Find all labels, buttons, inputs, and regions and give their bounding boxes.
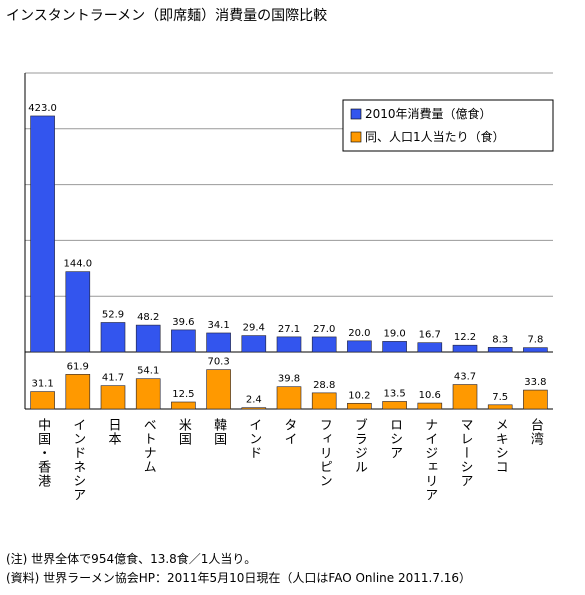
value-label: 27.0	[313, 324, 335, 335]
x-tick-label: 中国・香港	[35, 418, 51, 488]
bar	[452, 384, 478, 410]
value-label: 28.8	[313, 380, 335, 391]
bar	[417, 342, 443, 353]
value-label: 27.1	[278, 324, 300, 335]
value-label: 144.0	[63, 259, 92, 270]
value-label: 19.0	[383, 328, 405, 339]
x-tick-label: フィリピン	[317, 418, 332, 488]
value-label: 10.6	[419, 390, 441, 401]
bar	[523, 389, 548, 410]
x-tick-label: 日本	[106, 418, 122, 446]
x-tick-label: インド	[246, 418, 261, 460]
bar	[417, 402, 443, 410]
value-label: 7.8	[527, 335, 543, 346]
value-label: 8.3	[492, 334, 508, 345]
x-tick-label: ブラジル	[352, 417, 367, 474]
value-label: 20.0	[348, 328, 370, 339]
x-tick-label: 韓国	[211, 418, 227, 446]
value-label: 16.7	[419, 330, 441, 341]
bar	[276, 386, 302, 410]
bar	[276, 336, 302, 353]
value-label: 48.2	[137, 312, 159, 323]
bar	[206, 369, 231, 410]
bar	[487, 404, 513, 410]
value-label: 52.9	[102, 309, 124, 320]
bar	[135, 324, 161, 353]
bar	[171, 329, 196, 353]
bar	[347, 340, 372, 353]
value-label: 43.7	[454, 372, 476, 383]
value-label: 70.3	[207, 357, 229, 368]
x-tick-label: マレーシア	[458, 418, 473, 488]
value-label: 34.1	[207, 320, 229, 331]
value-label: 41.7	[102, 373, 124, 384]
bar	[65, 271, 91, 353]
legend-swatch	[350, 108, 362, 120]
bar	[311, 392, 337, 410]
value-label: 2.4	[246, 395, 262, 406]
legend-label: 2010年消費量（億食）	[365, 106, 492, 121]
x-tick-label: インドネシア	[70, 418, 85, 502]
bar	[452, 344, 478, 353]
bar	[487, 347, 513, 353]
value-label: 7.5	[492, 392, 508, 403]
bar	[382, 341, 407, 353]
value-label: 39.8	[278, 374, 300, 385]
chart-title: インスタントラーメン（即席麺）消費量の国際比較	[6, 8, 327, 24]
bar	[523, 347, 548, 353]
value-label: 33.8	[524, 377, 546, 388]
x-tick-label: ナイジェリア	[422, 418, 437, 502]
bar	[311, 336, 337, 353]
x-tick-label: ロシア	[387, 418, 402, 460]
value-label: 423.0	[28, 103, 57, 114]
value-label: 39.6	[172, 317, 194, 328]
bar	[100, 322, 126, 353]
bar	[30, 391, 55, 410]
value-label: 12.5	[172, 389, 194, 400]
bar	[100, 385, 126, 410]
bar	[347, 402, 372, 410]
x-tick-label: タイ	[282, 418, 297, 446]
x-tick-label: メキシコ	[493, 418, 508, 474]
bar	[382, 401, 407, 410]
bar	[241, 335, 267, 353]
value-label: 10.2	[348, 390, 370, 401]
bar	[241, 407, 267, 410]
value-label: 12.2	[454, 332, 476, 343]
bar	[206, 332, 231, 353]
legend-swatch	[350, 131, 362, 143]
note: (資料) 世界ラーメン協会HP：2011年5月10日現在（人口はFAO Onli…	[6, 570, 471, 585]
legend-label: 同、人口1人当たり（食）	[365, 129, 505, 144]
value-label: 31.1	[31, 379, 53, 390]
bar	[30, 115, 55, 353]
bar	[135, 378, 161, 410]
x-tick-label: ベトナム	[141, 418, 157, 474]
x-tick-label: 米国	[176, 418, 192, 446]
bar	[65, 374, 91, 410]
legend-box	[342, 99, 554, 152]
value-label: 13.5	[383, 388, 405, 399]
note: (注) 世界全体で954億食、13.8食／1人当り。	[6, 551, 256, 566]
bar	[171, 401, 196, 410]
x-tick-label: 台湾	[528, 418, 544, 446]
value-label: 54.1	[137, 366, 159, 377]
value-label: 29.4	[243, 323, 265, 334]
value-label: 61.9	[67, 361, 89, 372]
